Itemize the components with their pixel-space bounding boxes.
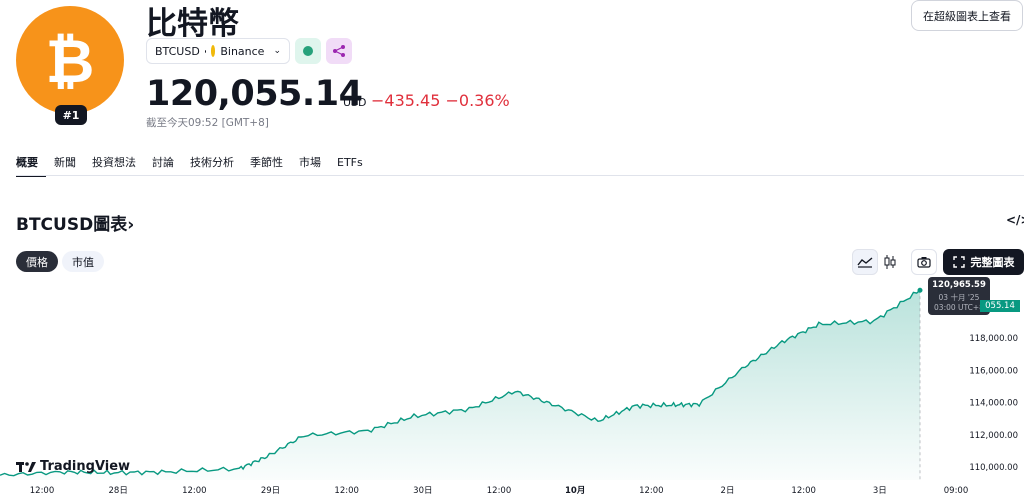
tab-discussion[interactable]: 討論 bbox=[152, 156, 174, 169]
x-tick-label: 12:00 bbox=[791, 486, 816, 496]
x-tick-label: 12:00 bbox=[30, 486, 55, 496]
asset-logo: ₿ #1 bbox=[16, 6, 126, 128]
view-supercharts-button[interactable]: 在超級圖表上查看 bbox=[911, 0, 1023, 31]
svg-text:₿: ₿ bbox=[46, 28, 95, 92]
price-line bbox=[0, 289, 921, 477]
embed-code-icon[interactable]: </> bbox=[1006, 213, 1024, 227]
share-icon bbox=[333, 45, 345, 57]
as-of-timestamp: 截至今天09:52 [GMT+8] bbox=[146, 117, 269, 129]
tab-news[interactable]: 新聞 bbox=[54, 156, 76, 169]
symbol-label: BTCUSD bbox=[155, 44, 200, 58]
price-tooltip: 120,965.59 03 十月 '25 03:00 UTC+8 bbox=[928, 277, 990, 315]
area-chart-icon bbox=[857, 257, 873, 268]
fullscreen-icon bbox=[952, 256, 965, 268]
y-tick-label: 114,000.00 bbox=[969, 399, 1018, 409]
binance-icon bbox=[210, 45, 216, 57]
x-tick-label: 12:00 bbox=[487, 486, 512, 496]
snapshot-button[interactable] bbox=[911, 249, 937, 275]
chart-title-text: BTCUSD圖表 bbox=[16, 215, 128, 235]
exchange-label: Binance bbox=[220, 44, 265, 58]
status-button[interactable] bbox=[295, 38, 321, 64]
tooltip-value: 120,965.59 bbox=[932, 280, 986, 290]
tooltip-date: 03 十月 '25 bbox=[938, 293, 980, 302]
chevron-down-icon: ⌄ bbox=[273, 46, 281, 56]
x-tick-label: 3日 bbox=[873, 486, 887, 496]
tab-ideas[interactable]: 投資想法 bbox=[92, 156, 136, 169]
price-toggle[interactable]: 價格 bbox=[16, 251, 58, 272]
rank-badge: #1 bbox=[55, 105, 87, 125]
tab-seasonals[interactable]: 季節性 bbox=[250, 156, 283, 169]
full-chart-label: 完整圖表 bbox=[970, 256, 1015, 269]
y-tick-label: 118,000.00 bbox=[969, 334, 1018, 344]
candles-icon bbox=[884, 255, 896, 269]
x-tick-label: 28日 bbox=[109, 486, 128, 496]
asset-title: 比特幣 bbox=[146, 6, 239, 42]
camera-icon bbox=[917, 257, 931, 268]
separator-dot bbox=[204, 49, 206, 53]
market-cap-toggle[interactable]: 市值 bbox=[62, 251, 104, 272]
x-tick-label: 10月 bbox=[565, 486, 585, 496]
share-button[interactable] bbox=[326, 38, 352, 64]
x-tick-label: 12:00 bbox=[334, 486, 359, 496]
y-tick-label: 112,000.00 bbox=[969, 431, 1018, 441]
candles-chart-button[interactable] bbox=[877, 249, 903, 275]
bitcoin-icon: ₿ bbox=[16, 6, 124, 114]
price-area bbox=[0, 290, 920, 480]
y-tick-label: 110,000.00 bbox=[969, 463, 1018, 473]
status-dot-icon bbox=[303, 46, 313, 56]
current-price: 120,055.14 bbox=[146, 74, 363, 114]
y-tick-label: 116,000.00 bbox=[969, 366, 1018, 376]
x-tick-label: 12:00 bbox=[639, 486, 664, 496]
tooltip-time: 03:00 UTC+8 bbox=[934, 303, 984, 312]
tab-divider bbox=[16, 175, 1024, 176]
tab-bar: 概要 新聞 投資想法 討論 技術分析 季節性 市場 ETFs bbox=[16, 155, 371, 177]
symbol-exchange-selector[interactable]: BTCUSD Binance ⌄ bbox=[146, 38, 290, 64]
tradingview-logo[interactable]: TradingView bbox=[16, 459, 130, 474]
price-chart[interactable]: 110,000.00 112,000.00 114,000.00 116,000.00… bbox=[0, 280, 1024, 500]
full-chart-button[interactable]: 完整圖表 bbox=[943, 249, 1024, 275]
area-chart-button[interactable] bbox=[852, 249, 878, 275]
chart-section-title[interactable]: BTCUSD圖表› bbox=[16, 210, 134, 235]
x-tick-label: 30日 bbox=[413, 486, 432, 496]
x-tick-label: 29日 bbox=[261, 486, 280, 496]
x-tick-label: 09:00 bbox=[944, 486, 969, 496]
x-tick-label: 2日 bbox=[721, 486, 735, 496]
tab-overview[interactable]: 概要 bbox=[16, 155, 46, 177]
chevron-right-icon: › bbox=[127, 215, 135, 235]
x-tick-label: 12:00 bbox=[182, 486, 207, 496]
tab-technicals[interactable]: 技術分析 bbox=[190, 156, 234, 169]
price-change: −435.45 −0.36% bbox=[371, 91, 510, 110]
price-currency: USD bbox=[343, 96, 367, 109]
tab-etfs[interactable]: ETFs bbox=[337, 156, 363, 169]
tab-markets[interactable]: 市場 bbox=[299, 156, 321, 169]
tradingview-icon bbox=[16, 461, 36, 472]
tradingview-wordmark: TradingView bbox=[40, 459, 131, 474]
last-price-tag: 055.14 bbox=[980, 300, 1020, 312]
hover-point bbox=[917, 287, 923, 293]
